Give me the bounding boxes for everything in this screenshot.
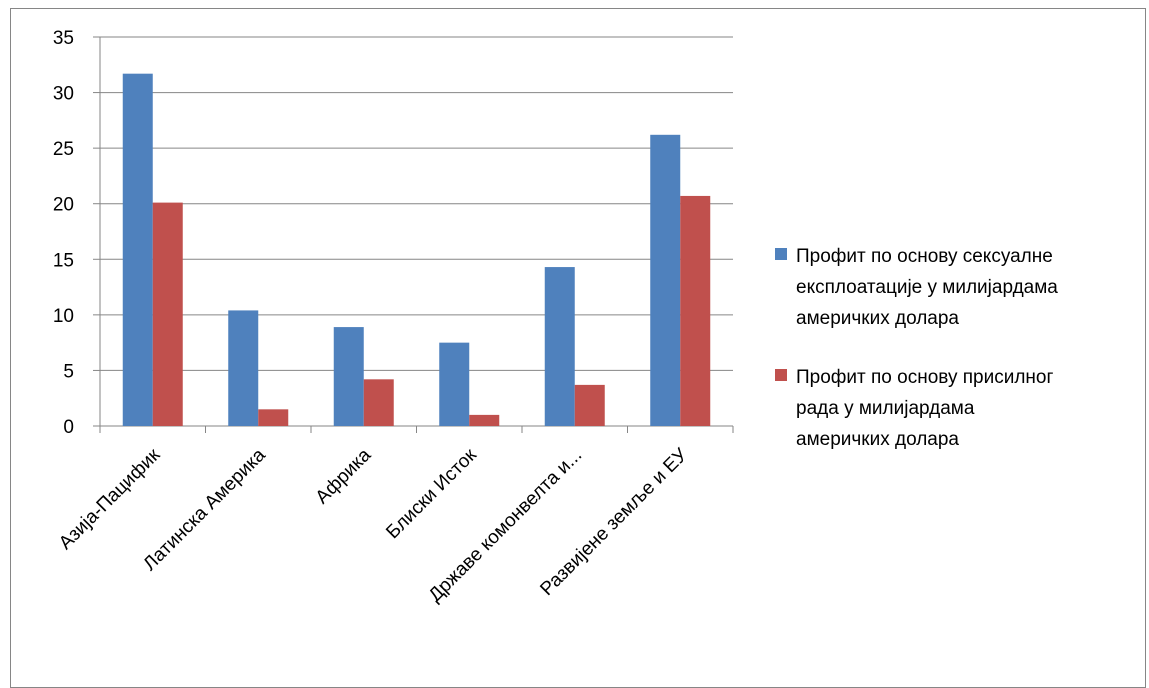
y-tick-label: 30 <box>53 84 74 105</box>
bar-sexual-exploitation[interactable] <box>228 310 259 426</box>
legend-label: Профит по основу сексуалне <box>796 246 1053 267</box>
y-tick-label: 25 <box>53 139 74 160</box>
bar-sexual-exploitation[interactable] <box>122 73 153 427</box>
bar-forced-labour[interactable] <box>469 414 500 426</box>
legend-label: рада у милијардама <box>796 398 975 419</box>
bar-sexual-exploitation[interactable] <box>544 267 575 426</box>
legend-swatch <box>775 248 787 260</box>
x-category-label: Азија-Пацифик <box>55 444 165 554</box>
bar-forced-labour[interactable] <box>363 379 394 426</box>
y-tick-label: 5 <box>63 361 74 382</box>
x-category-label: Блиски Исток <box>382 444 481 543</box>
bar-forced-labour[interactable] <box>680 195 711 426</box>
bar-forced-labour[interactable] <box>258 409 289 426</box>
bar-forced-labour[interactable] <box>152 202 183 426</box>
bar-forced-labour[interactable] <box>574 384 605 426</box>
legend-label: америчких долара <box>796 429 959 450</box>
legend-label: Профит по основу присилног <box>796 367 1053 388</box>
bar-sexual-exploitation[interactable] <box>439 342 470 426</box>
legend-label: експлоатације у милијардама <box>796 277 1058 298</box>
y-tick-label: 20 <box>53 195 74 216</box>
y-tick-label: 35 <box>53 28 74 49</box>
x-category-label: Африка <box>312 444 376 508</box>
bar-sexual-exploitation[interactable] <box>333 327 364 426</box>
legend-label: америчких долара <box>796 308 959 329</box>
y-tick-label: 10 <box>53 306 74 327</box>
y-tick-label: 0 <box>63 417 74 438</box>
legend-swatch <box>775 369 787 381</box>
y-tick-label: 15 <box>53 250 74 271</box>
bar-sexual-exploitation[interactable] <box>650 134 681 426</box>
